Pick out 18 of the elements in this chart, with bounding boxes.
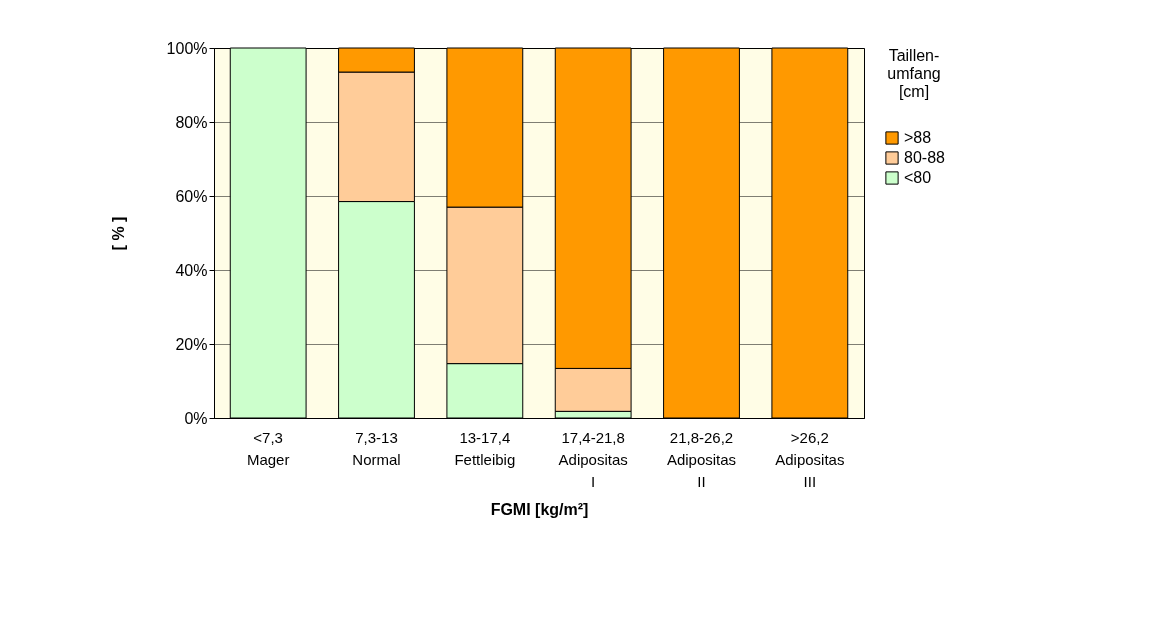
y-tick-label: 0%	[184, 409, 208, 427]
x-tick-label: <7,3 Mager	[246, 428, 290, 468]
y-tick-label: 40%	[175, 261, 208, 279]
x-tick-label: 13-17,4 Fettleibig	[454, 428, 516, 468]
y-tick-label: 100%	[166, 39, 208, 57]
y-axis-title: [ % ]	[109, 216, 127, 251]
x-tick-label: >26,2 Adipositas III	[775, 428, 845, 490]
legend-label: 80-88	[904, 149, 946, 166]
y-tick-label: 60%	[175, 187, 208, 205]
x-tick-label: 21,8-26,2 Adipositas II	[666, 428, 737, 490]
legend-title: Taillen- umfang [cm]	[887, 47, 941, 100]
x-tick-label: 7,3-13 Normal	[352, 428, 401, 468]
legend-label: <80	[904, 169, 932, 186]
x-axis-title: FGMI [kg/m²]	[490, 500, 589, 518]
y-tick-label: 80%	[175, 113, 208, 131]
x-tick-label: 17,4-21,8 Adipositas I	[558, 428, 628, 490]
legend-label: >88	[904, 129, 932, 146]
y-tick-label: 20%	[175, 335, 208, 353]
